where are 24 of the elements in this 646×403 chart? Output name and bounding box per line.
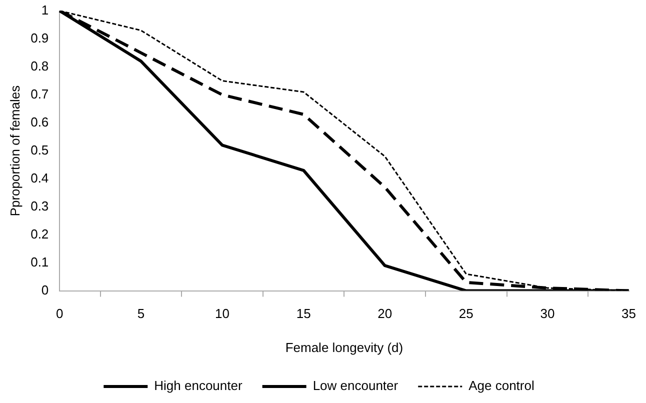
x-tick-label: 10 — [215, 306, 230, 322]
legend-label: Age control — [468, 378, 534, 394]
x-tick-label: 25 — [458, 306, 474, 322]
x-tick-label: 20 — [378, 306, 392, 322]
y-axis-title: Pproportion of females — [7, 84, 22, 216]
y-tick-label: 1 — [41, 2, 49, 18]
legend-label: High encounter — [154, 378, 243, 394]
y-tick-label: 0.1 — [30, 254, 49, 270]
y-tick-label: 0.3 — [30, 198, 49, 214]
y-tick-label: 0.9 — [30, 30, 49, 46]
y-tick-label: 0.4 — [30, 170, 49, 186]
x-tick-label: 5 — [137, 306, 145, 322]
x-axis-title: Female longevity (d) — [285, 340, 404, 355]
x-tick-label: 30 — [540, 306, 555, 322]
y-tick-label: 0 — [41, 282, 49, 298]
x-tick-label: 15 — [296, 306, 311, 322]
legend-label: Low encounter — [312, 378, 399, 394]
y-tick-label: 0.7 — [30, 86, 49, 102]
x-tick-label: 0 — [56, 306, 64, 322]
x-tick-label: 35 — [622, 306, 636, 322]
y-tick-label: 0.2 — [30, 226, 49, 242]
y-tick-label: 0.8 — [30, 58, 49, 74]
y-tick-label: 0.6 — [30, 114, 49, 130]
y-tick-label: 0.5 — [30, 142, 49, 158]
